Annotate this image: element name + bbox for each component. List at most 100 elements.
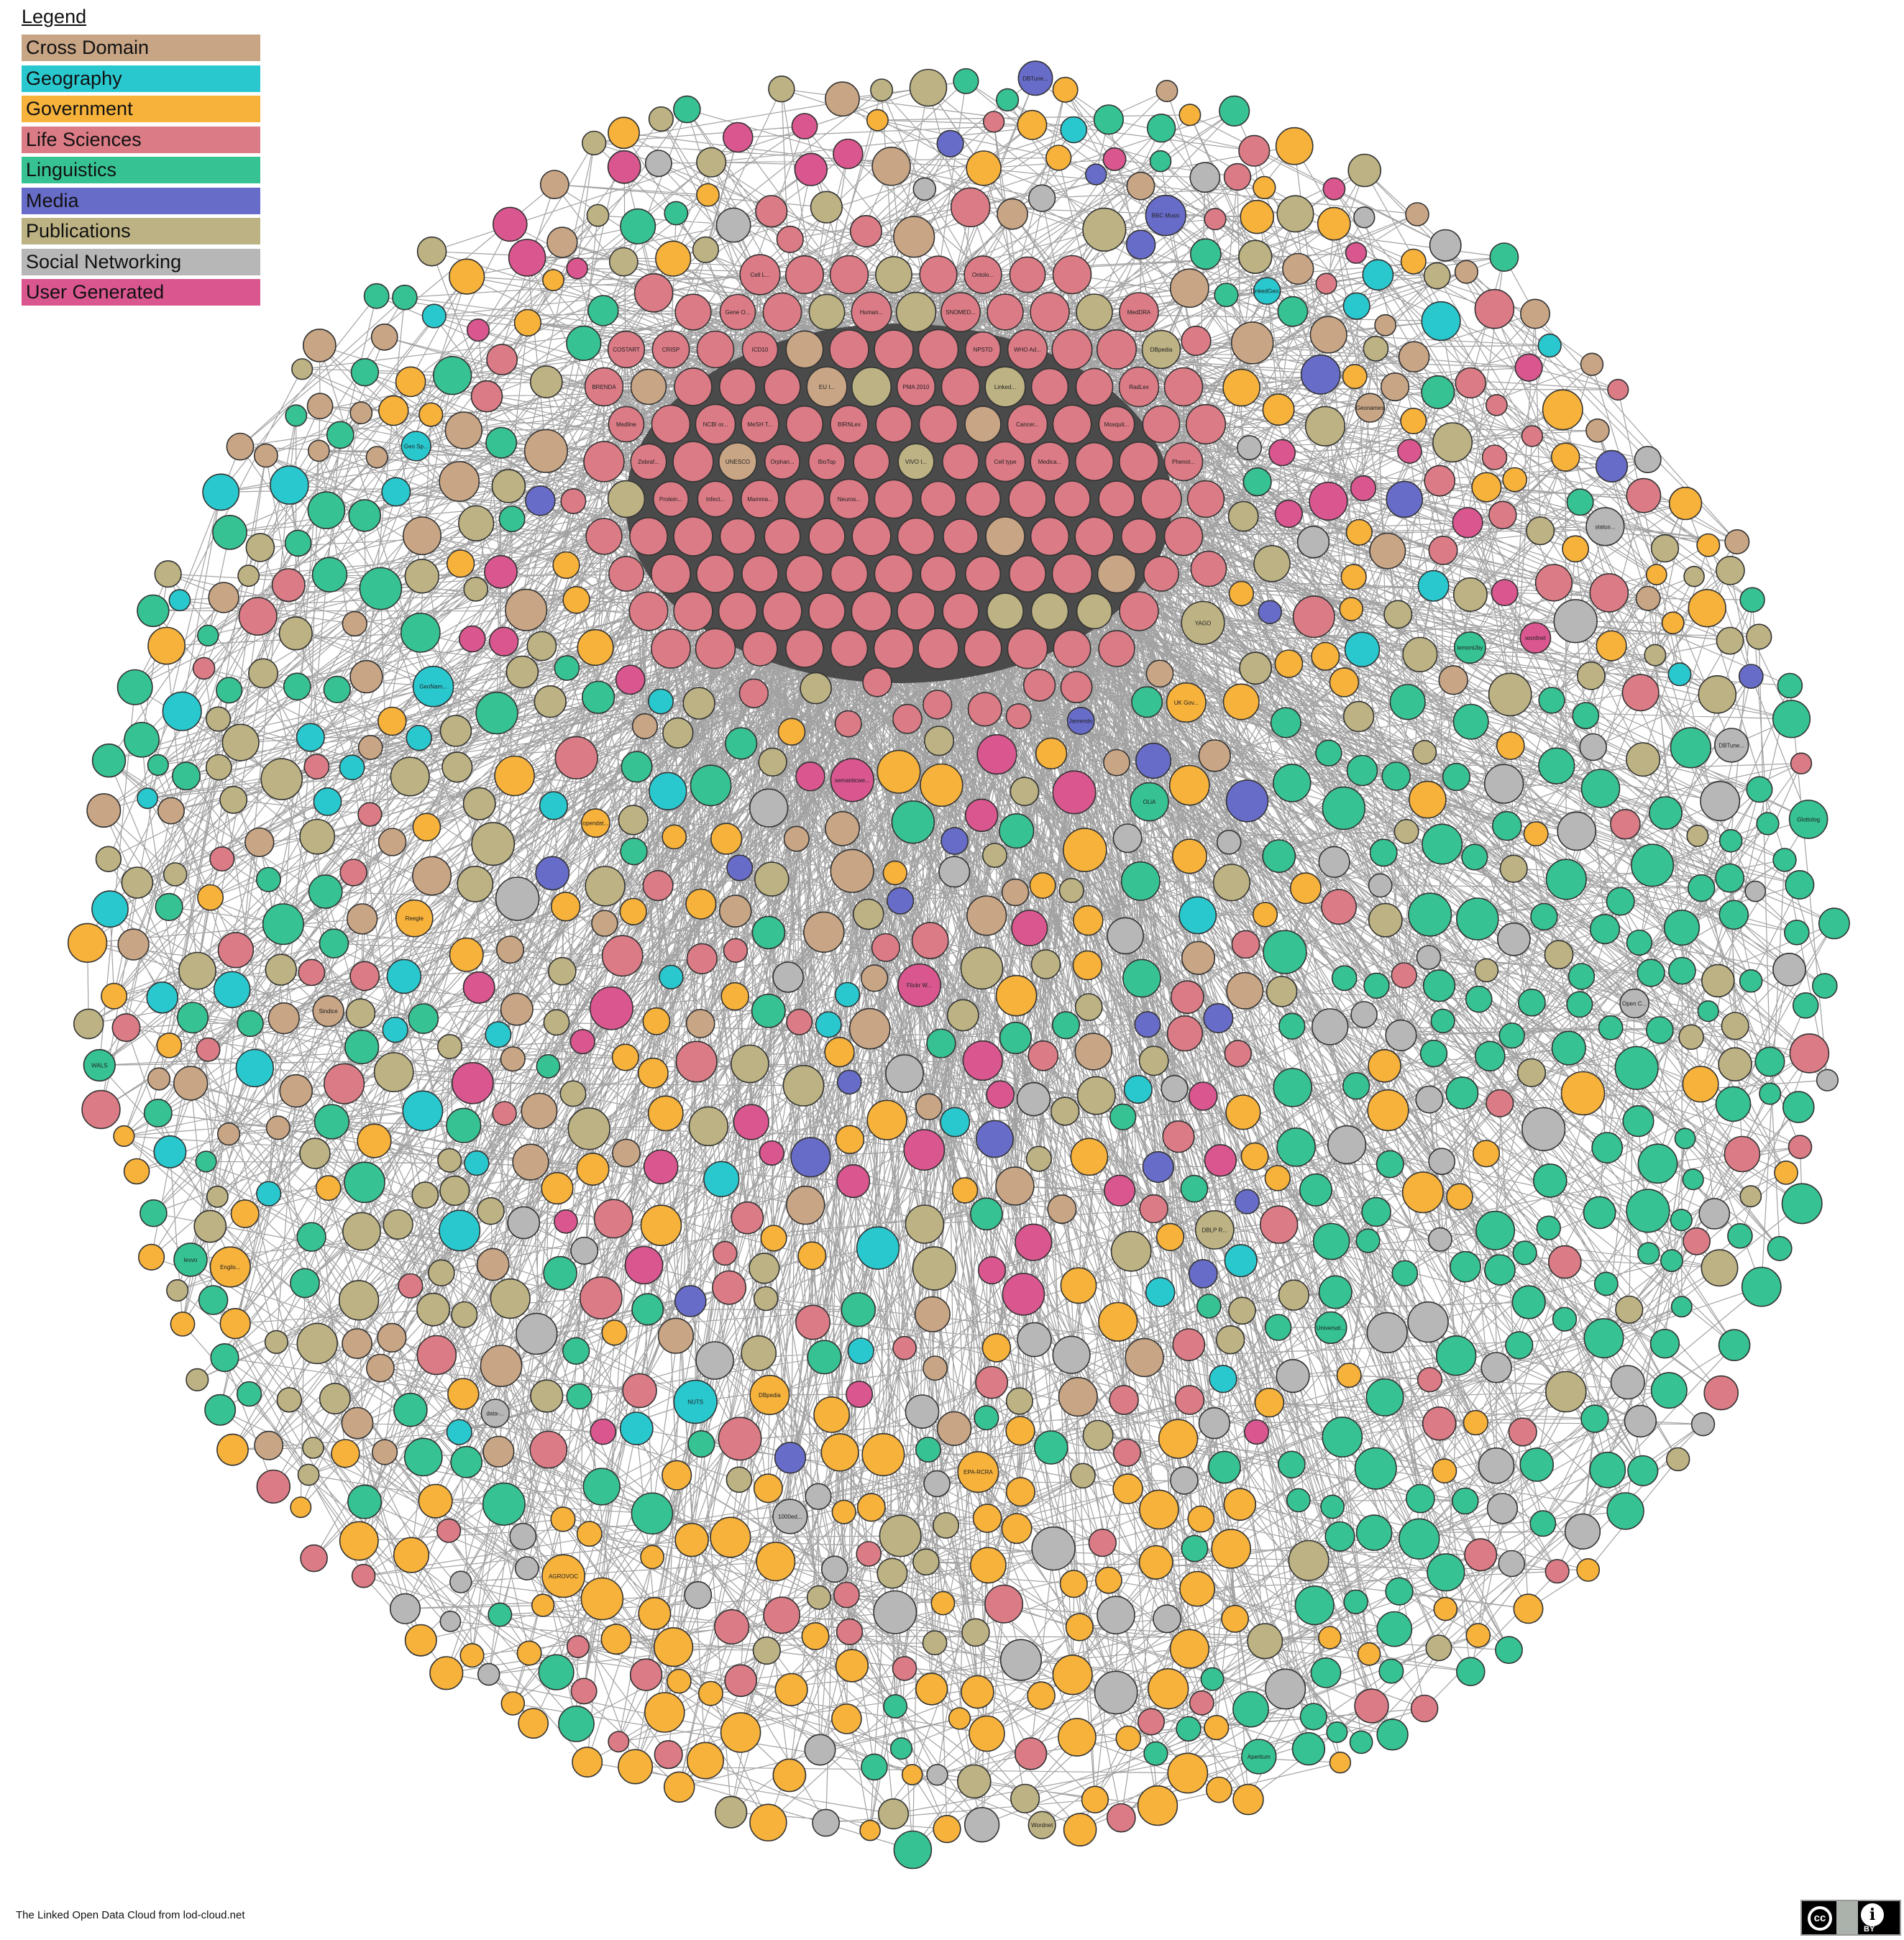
dataset-node[interactable] bbox=[1326, 1721, 1348, 1744]
dataset-node[interactable]: CRISP bbox=[651, 330, 690, 369]
dataset-node[interactable] bbox=[238, 597, 278, 636]
dataset-node[interactable] bbox=[672, 441, 714, 482]
dataset-node[interactable] bbox=[1125, 229, 1156, 260]
dataset-node[interactable] bbox=[1030, 592, 1069, 631]
dataset-node[interactable] bbox=[1499, 854, 1528, 883]
dataset-node[interactable] bbox=[1273, 764, 1312, 802]
dataset-node[interactable] bbox=[911, 922, 949, 959]
dataset-node[interactable] bbox=[256, 1181, 282, 1207]
dataset-node[interactable] bbox=[91, 890, 129, 928]
dataset-node[interactable] bbox=[653, 1627, 694, 1667]
dataset-node[interactable] bbox=[987, 293, 1024, 331]
dataset-node[interactable] bbox=[1456, 1657, 1486, 1686]
dataset-node[interactable] bbox=[95, 846, 122, 872]
dataset-node[interactable] bbox=[1170, 980, 1204, 1015]
dataset-node[interactable] bbox=[825, 81, 860, 117]
dataset-node[interactable] bbox=[1446, 1183, 1473, 1211]
dataset-node[interactable] bbox=[1408, 892, 1452, 937]
dataset-node[interactable] bbox=[1495, 1636, 1523, 1665]
dataset-node[interactable] bbox=[166, 1278, 189, 1302]
dataset-node[interactable] bbox=[307, 439, 330, 462]
dataset-node[interactable] bbox=[782, 1065, 825, 1107]
dataset-node[interactable] bbox=[449, 937, 484, 972]
dataset-node[interactable] bbox=[1163, 516, 1204, 557]
dataset-node[interactable] bbox=[751, 993, 786, 1028]
dataset-node[interactable] bbox=[874, 329, 914, 370]
dataset-node[interactable] bbox=[1474, 958, 1499, 983]
dataset-node[interactable] bbox=[785, 255, 825, 294]
dataset-node[interactable] bbox=[418, 1483, 453, 1519]
dataset-node[interactable] bbox=[505, 655, 539, 689]
dataset-node[interactable] bbox=[279, 1074, 313, 1108]
dataset-node[interactable] bbox=[621, 751, 653, 783]
dataset-node[interactable] bbox=[1015, 1223, 1053, 1261]
dataset-node[interactable] bbox=[217, 1122, 241, 1146]
dataset-node[interactable] bbox=[491, 469, 526, 503]
dataset-node[interactable] bbox=[715, 1795, 748, 1829]
dataset-node[interactable] bbox=[856, 1541, 882, 1567]
dataset-node[interactable] bbox=[1142, 1150, 1174, 1184]
dataset-node[interactable] bbox=[675, 1040, 718, 1083]
dataset-node[interactable] bbox=[260, 758, 303, 800]
dataset-node[interactable]: 1000ed... bbox=[772, 1499, 808, 1534]
dataset-node[interactable] bbox=[1739, 1185, 1762, 1208]
dataset-node[interactable] bbox=[1626, 477, 1662, 513]
dataset-node[interactable] bbox=[386, 958, 422, 994]
dataset-node[interactable] bbox=[1007, 628, 1048, 669]
dataset-node[interactable] bbox=[1084, 163, 1107, 186]
dataset-node[interactable] bbox=[1002, 1273, 1045, 1316]
dataset-node[interactable] bbox=[1626, 1189, 1670, 1233]
dataset-node[interactable] bbox=[1188, 1081, 1218, 1111]
dataset-node[interactable]: Orphan... bbox=[764, 444, 800, 480]
dataset-node[interactable] bbox=[820, 1433, 859, 1472]
dataset-node[interactable] bbox=[377, 828, 407, 856]
dataset-node[interactable] bbox=[341, 1406, 374, 1440]
dataset-node[interactable] bbox=[914, 1296, 951, 1332]
dataset-node[interactable] bbox=[1126, 171, 1155, 201]
dataset-node[interactable] bbox=[1312, 1222, 1350, 1260]
dataset-node[interactable] bbox=[651, 554, 691, 594]
dataset-node[interactable] bbox=[313, 787, 342, 816]
dataset-node[interactable] bbox=[848, 1007, 891, 1050]
dataset-node[interactable] bbox=[1204, 1715, 1230, 1741]
dataset-node[interactable] bbox=[756, 1542, 796, 1582]
dataset-node[interactable] bbox=[877, 1557, 908, 1589]
dataset-node[interactable]: Universal... bbox=[1314, 1311, 1347, 1345]
dataset-node[interactable] bbox=[513, 308, 542, 337]
dataset-node[interactable] bbox=[1223, 1488, 1257, 1521]
dataset-node[interactable] bbox=[659, 964, 684, 990]
dataset-node[interactable]: wordnet bbox=[1519, 622, 1552, 654]
dataset-node[interactable] bbox=[217, 932, 255, 969]
dataset-node[interactable] bbox=[647, 688, 674, 715]
dataset-node[interactable] bbox=[1232, 1783, 1264, 1816]
dataset-node[interactable] bbox=[1142, 405, 1181, 444]
dataset-node[interactable] bbox=[649, 772, 687, 811]
dataset-node[interactable] bbox=[723, 938, 749, 964]
dataset-node[interactable] bbox=[398, 1273, 424, 1299]
dataset-node[interactable] bbox=[1336, 1363, 1362, 1388]
dataset-node[interactable] bbox=[686, 1742, 724, 1780]
dataset-node[interactable] bbox=[1010, 1783, 1040, 1813]
dataset-node[interactable] bbox=[585, 866, 626, 907]
dataset-node[interactable] bbox=[620, 837, 648, 866]
dataset-node[interactable] bbox=[940, 367, 981, 407]
dataset-node[interactable] bbox=[803, 911, 845, 953]
dataset-node[interactable] bbox=[936, 1411, 972, 1447]
dataset-node[interactable] bbox=[1017, 109, 1048, 140]
dataset-node[interactable] bbox=[940, 827, 969, 855]
dataset-node[interactable] bbox=[147, 626, 186, 665]
dataset-node[interactable] bbox=[892, 1335, 917, 1360]
dataset-node[interactable] bbox=[308, 874, 343, 909]
dataset-node[interactable] bbox=[692, 236, 720, 264]
dataset-node[interactable] bbox=[640, 1545, 665, 1570]
dataset-node[interactable]: Jamendo bbox=[1066, 706, 1095, 735]
dataset-node[interactable] bbox=[1104, 1174, 1136, 1207]
dataset-node[interactable] bbox=[885, 1054, 924, 1093]
dataset-node[interactable] bbox=[1030, 292, 1070, 332]
dataset-node[interactable] bbox=[1622, 1104, 1654, 1138]
dataset-node[interactable] bbox=[685, 1009, 715, 1038]
dataset-node[interactable] bbox=[995, 1166, 1035, 1206]
dataset-node[interactable]: WHO Ad... bbox=[1007, 329, 1048, 370]
dataset-node[interactable] bbox=[111, 1013, 141, 1043]
dataset-node[interactable] bbox=[1512, 1240, 1537, 1266]
